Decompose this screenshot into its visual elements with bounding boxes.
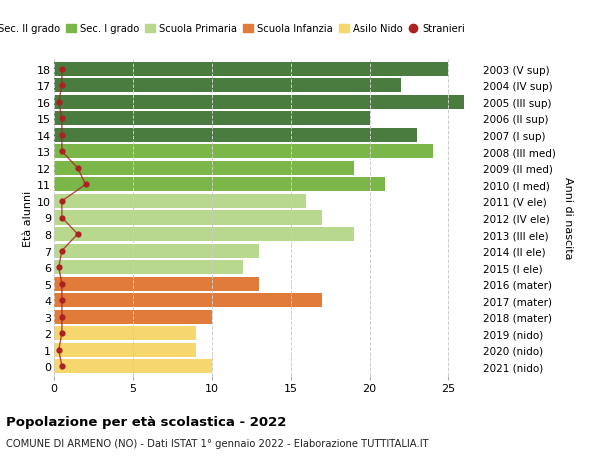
Y-axis label: Età alunni: Età alunni <box>23 190 33 246</box>
Bar <box>54 326 196 341</box>
Bar <box>54 162 354 175</box>
Bar <box>54 195 307 208</box>
Bar <box>54 244 259 258</box>
Y-axis label: Anni di nascita: Anni di nascita <box>563 177 572 259</box>
Bar <box>54 359 212 374</box>
Bar <box>54 62 448 77</box>
Text: COMUNE DI ARMENO (NO) - Dati ISTAT 1° gennaio 2022 - Elaborazione TUTTITALIA.IT: COMUNE DI ARMENO (NO) - Dati ISTAT 1° ge… <box>6 438 428 448</box>
Bar <box>54 293 322 308</box>
Bar <box>54 261 244 274</box>
Bar <box>54 178 385 192</box>
Bar <box>54 129 417 143</box>
Bar <box>54 79 401 93</box>
Bar <box>54 95 464 110</box>
Bar <box>54 343 196 357</box>
Text: Popolazione per età scolastica - 2022: Popolazione per età scolastica - 2022 <box>6 415 286 428</box>
Bar <box>54 228 354 241</box>
Bar <box>54 112 370 126</box>
Bar <box>54 145 433 159</box>
Bar <box>54 211 322 225</box>
Bar <box>54 310 212 324</box>
Bar <box>54 277 259 291</box>
Legend: Sec. II grado, Sec. I grado, Scuola Primaria, Scuola Infanzia, Asilo Nido, Stran: Sec. II grado, Sec. I grado, Scuola Prim… <box>0 20 469 38</box>
